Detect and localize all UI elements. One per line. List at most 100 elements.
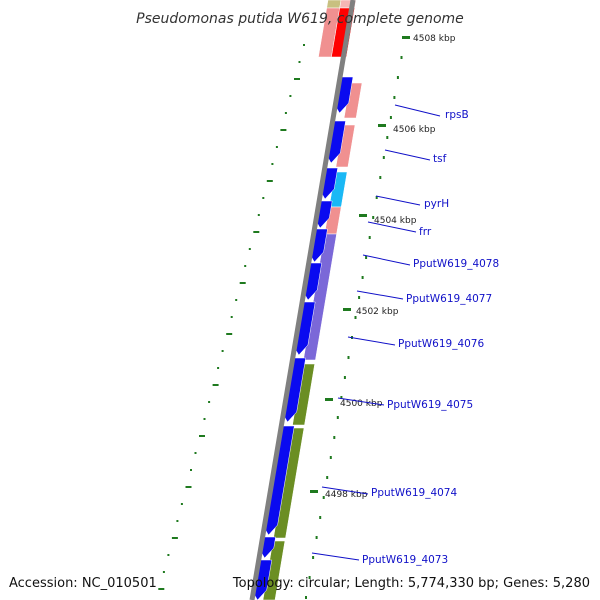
track-dot: [340, 396, 343, 399]
gene-label: rpsB: [445, 109, 469, 121]
track-dot: [400, 56, 403, 59]
track-dash: [230, 316, 233, 318]
track-dot: [343, 376, 346, 379]
gene-label-leader: [347, 336, 396, 346]
track-dot: [305, 596, 307, 599]
gene-label: PputW619_4076: [398, 338, 484, 350]
genome-summary-text: Topology: circular; Length: 5,774,330 bp…: [232, 576, 590, 591]
track-dash: [190, 469, 192, 471]
track-dot: [368, 236, 371, 239]
track-dash: [217, 367, 220, 369]
track-dash: [167, 554, 170, 556]
track-dash: [199, 435, 205, 437]
track-dash: [235, 299, 238, 301]
gene-label: PputW619_4075: [387, 399, 473, 411]
track-dot: [389, 116, 392, 119]
outer-dotted-track: [305, 36, 406, 599]
track-dot: [333, 436, 336, 439]
gene-label-leader: [362, 254, 411, 266]
track-dot: [382, 156, 385, 159]
track-dash: [248, 248, 251, 250]
track-dash: [158, 588, 165, 590]
track-dash: [176, 520, 179, 522]
scale-tick-label: 4506 kbp: [393, 125, 436, 135]
track-dash: [185, 486, 192, 488]
scale-tick-label: 4498 kbp: [325, 490, 368, 500]
track-dot: [386, 136, 389, 139]
track-dot: [308, 576, 311, 579]
scale-tick-label: 4508 kbp: [413, 34, 456, 44]
scale-tick-mark: [378, 124, 386, 127]
track-dash: [275, 146, 278, 148]
gene-label-leader: [394, 104, 441, 117]
track-dot: [315, 536, 318, 539]
track-dash: [271, 163, 274, 165]
map-title: Pseudomonas putida W619, complete genome: [136, 11, 464, 27]
track-dash: [294, 78, 300, 80]
track-dash: [212, 384, 219, 386]
track-dot: [396, 76, 399, 79]
gene-label: PputW619_4078: [413, 258, 499, 270]
gene-label-leader: [356, 290, 404, 300]
gene-label-leader: [367, 221, 417, 233]
scale-tick-label: 4504 kbp: [374, 216, 417, 226]
track-dash: [266, 180, 273, 182]
gene-labels: rpsB tsf pyrH frr PputW619_4078 PputW619_4077…: [311, 104, 499, 566]
track-dot: [361, 276, 364, 279]
gene-label-leader: [311, 552, 360, 561]
track-dash: [208, 401, 211, 403]
track-dash: [303, 44, 305, 46]
accession-text: Accession: NC_010501: [9, 576, 157, 591]
track-dash: [171, 537, 178, 539]
track-dot: [319, 516, 322, 519]
track-dash: [226, 333, 233, 335]
track-dash: [194, 452, 197, 454]
gene-label: frr: [419, 226, 432, 238]
gene-label: PputW619_4077: [406, 293, 492, 305]
gene-label: PputW619_4073: [362, 554, 448, 566]
gene-label: tsf: [433, 153, 447, 165]
gene-label-leader: [375, 195, 421, 206]
track-dash: [289, 95, 292, 97]
scale-ticks: 4508 kbp 4506 kbp 4504 kbp 4502 kbp 4500 kbp…: [310, 34, 456, 500]
track-dot: [322, 496, 325, 499]
scale-tick-mark: [359, 214, 367, 217]
track-dash: [162, 571, 165, 573]
gene-label-leader: [337, 397, 385, 406]
scale-tick-label: 4500 kbp: [340, 399, 383, 409]
track-dash: [280, 129, 287, 131]
track-dash: [284, 112, 287, 114]
gene-label-leader: [384, 149, 431, 161]
track-dot: [347, 356, 350, 359]
track-dot: [379, 176, 382, 179]
track-dot: [375, 196, 378, 199]
track-dash: [203, 418, 206, 420]
track-dot: [354, 316, 357, 319]
genome-backbone: [249, 0, 356, 600]
inner-dotted-track: [158, 44, 305, 590]
track-dot: [372, 216, 375, 219]
track-dot: [326, 476, 329, 479]
track-dot: [336, 416, 339, 419]
scale-tick-mark: [325, 398, 333, 401]
track-dash: [180, 503, 183, 505]
reverse-strand-features: [262, 0, 363, 600]
track-dot: [312, 556, 315, 559]
track-dot: [329, 456, 332, 459]
track-dash: [239, 282, 246, 284]
reverse-feature-block: [326, 0, 342, 9]
scale-tick-mark: [343, 308, 351, 311]
scale-tick-label: 4502 kbp: [356, 307, 399, 317]
gene-label: PputW619_4074: [371, 487, 457, 499]
gene-label-leader: [321, 486, 369, 495]
track-dash: [244, 265, 247, 267]
track-dot: [393, 96, 396, 99]
track-dash: [298, 61, 301, 63]
track-dash: [257, 214, 260, 216]
track-dot: [365, 256, 368, 259]
track-dash: [262, 197, 265, 199]
track-dot: [358, 296, 361, 299]
track-dash: [221, 350, 224, 352]
scale-tick-mark: [402, 36, 410, 39]
